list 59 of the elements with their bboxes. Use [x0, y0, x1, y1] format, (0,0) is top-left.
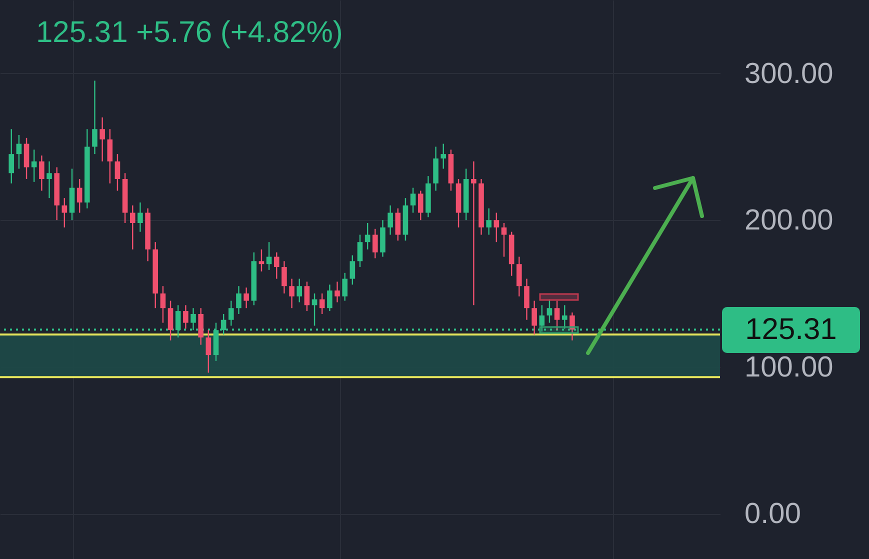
candlestick — [107, 128, 113, 184]
candlestick — [24, 137, 30, 180]
candlestick — [130, 204, 136, 250]
candlestick — [395, 208, 401, 242]
candlestick — [46, 160, 52, 199]
candlestick — [304, 281, 310, 312]
candlestick — [388, 204, 393, 236]
candlestick — [524, 278, 530, 320]
candlestick — [501, 222, 507, 258]
candlestick — [327, 284, 332, 312]
candlestick — [258, 248, 264, 272]
candlestick — [334, 281, 340, 303]
candlestick — [206, 330, 212, 374]
candlestick — [39, 154, 44, 192]
candlestick — [266, 241, 272, 271]
candlestick — [236, 286, 242, 315]
candlestick — [160, 286, 166, 324]
y-tick-label: 200.00 — [744, 204, 834, 237]
candlestick — [228, 300, 234, 326]
candlestick — [440, 143, 446, 170]
candlestick — [183, 304, 188, 330]
candlestick — [168, 300, 174, 341]
candlestick — [16, 134, 22, 170]
candlestick — [92, 80, 98, 155]
candlestick — [486, 208, 492, 236]
candlestick — [76, 178, 82, 214]
candlestick — [471, 160, 476, 306]
y-tick-label: 100.00 — [744, 351, 834, 384]
text: 125.31 +5.76 (+4.82%) — [36, 16, 343, 49]
candlestick — [570, 312, 575, 341]
candlestick — [350, 254, 356, 286]
candlestick — [319, 292, 325, 315]
y-tick-label: 300.00 — [744, 58, 834, 90]
candlestick — [296, 278, 302, 303]
candlestick — [289, 278, 294, 309]
candlestick — [198, 308, 204, 346]
candlestick — [364, 222, 370, 250]
candlestick — [410, 187, 416, 214]
candlestick — [562, 304, 568, 330]
candlestick — [342, 272, 348, 302]
candlestick — [62, 197, 68, 228]
candlestick — [372, 228, 378, 259]
candlestick — [274, 252, 280, 280]
candlestick — [532, 300, 537, 336]
candlestick — [418, 190, 424, 221]
candlestick — [138, 202, 143, 232]
candlestick — [31, 149, 37, 183]
ref-line-label: 125.31 — [722, 306, 860, 353]
candlestick — [244, 286, 249, 309]
candlestick — [494, 212, 500, 243]
candlestick — [516, 256, 522, 297]
candlestick — [282, 260, 287, 294]
candlestick — [114, 153, 120, 192]
candlestick — [357, 234, 363, 268]
candlestick — [8, 128, 14, 184]
y-tick-label: 0.00 — [744, 498, 801, 530]
candlestick — [546, 298, 552, 324]
candlestick — [554, 300, 560, 331]
candlestick — [100, 116, 105, 162]
